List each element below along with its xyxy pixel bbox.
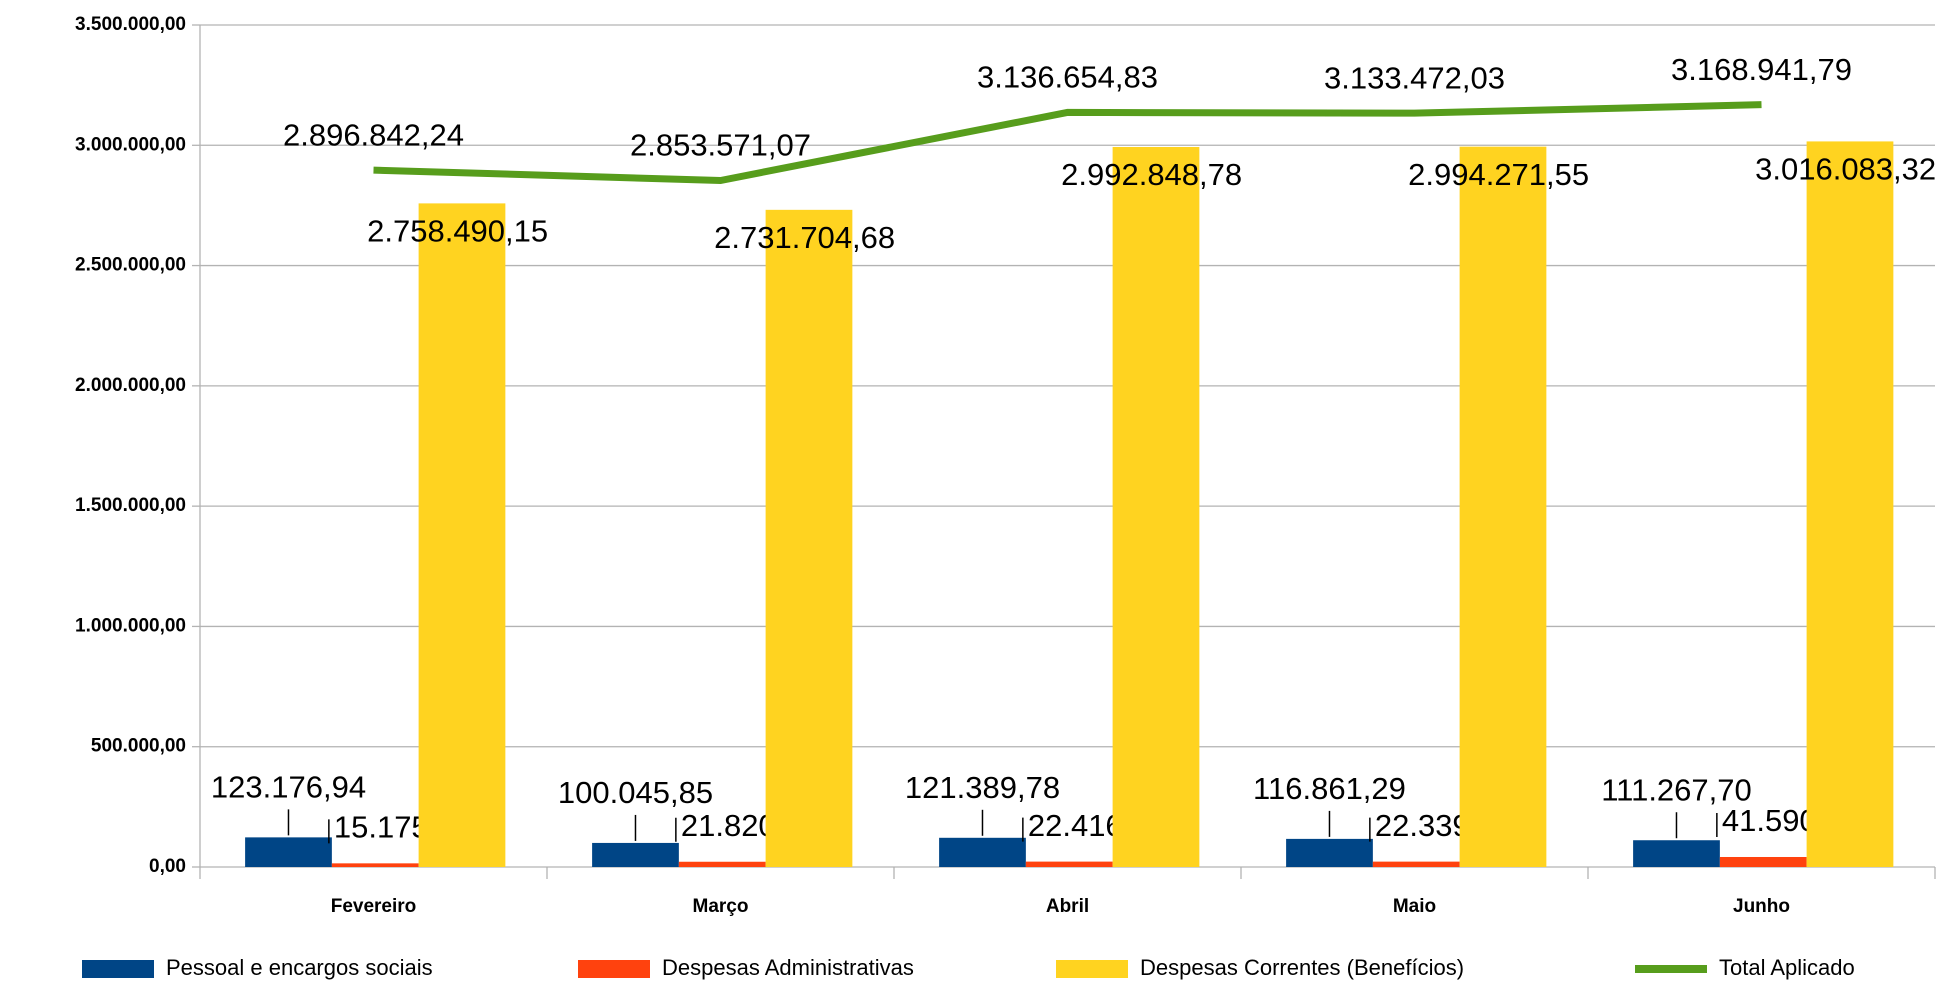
x-tick-label: Abril	[1046, 896, 1089, 917]
bar	[331, 863, 419, 867]
legend-swatch	[1056, 960, 1128, 978]
y-tick-label: 1.000.000,00	[75, 615, 186, 636]
bar	[245, 837, 332, 867]
x-tick-label: Março	[693, 896, 749, 917]
y-tick-label: 500.000,00	[91, 736, 186, 757]
legend-swatch	[578, 960, 650, 978]
value-label: 100.045,85	[558, 775, 713, 810]
y-tick-label: 0,00	[149, 856, 186, 877]
bar	[1025, 861, 1113, 867]
bar	[1719, 856, 1807, 867]
y-tick-label: 1.500.000,00	[75, 495, 186, 516]
x-tick-label: Junho	[1733, 896, 1790, 917]
x-tick-label: Fevereiro	[331, 896, 417, 917]
bar	[418, 203, 506, 867]
y-tick-label: 2.000.000,00	[75, 375, 186, 396]
bar	[1286, 838, 1373, 867]
value-label: 2.896.842,24	[283, 117, 464, 152]
legend-label: Despesas Correntes (Benefícios)	[1140, 955, 1464, 980]
bar	[765, 209, 853, 867]
bar	[592, 842, 679, 867]
value-label: 3.136.654,83	[977, 60, 1158, 95]
value-label: 2.994.271,55	[1408, 157, 1589, 192]
bar	[1633, 840, 1720, 867]
legend-swatch	[1635, 965, 1707, 973]
y-tick-label: 2.500.000,00	[75, 255, 186, 276]
value-label: 116.861,29	[1253, 771, 1406, 806]
legend-label: Despesas Administrativas	[662, 955, 914, 980]
value-label: 2.992.848,78	[1061, 157, 1242, 192]
value-label: 2.758.490,15	[367, 214, 548, 249]
value-label: 2.853.571,07	[630, 128, 811, 163]
x-tick-label: Maio	[1393, 896, 1436, 917]
legend-label: Total Aplicado	[1719, 955, 1855, 980]
bar	[1112, 147, 1200, 867]
bar	[939, 837, 1026, 867]
y-tick-label: 3.000.000,00	[75, 134, 186, 155]
bar	[1806, 141, 1894, 868]
y-tick-label: 3.500.000,00	[75, 14, 186, 35]
legend-label: Pessoal e encargos sociais	[166, 955, 433, 980]
value-label: 111.267,70	[1601, 772, 1752, 807]
value-label: 123.176,94	[211, 770, 366, 805]
value-label: 2.731.704,68	[714, 220, 895, 255]
bar	[678, 861, 766, 867]
value-label: 3.168.941,79	[1671, 52, 1852, 87]
bar	[1372, 861, 1460, 867]
line	[373, 101, 1762, 185]
value-label: 121.389,78	[905, 770, 1060, 805]
bar	[1459, 146, 1547, 867]
value-label: 3.133.472,03	[1324, 60, 1505, 95]
legend-swatch	[82, 960, 154, 978]
value-label: 3.016.083,32	[1755, 152, 1936, 187]
